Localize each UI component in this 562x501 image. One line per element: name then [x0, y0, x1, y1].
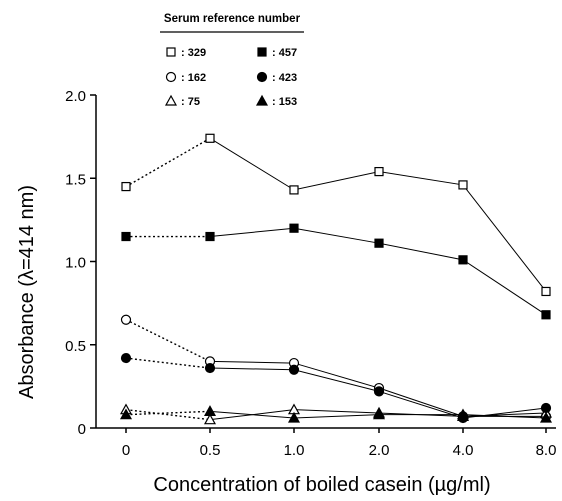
- legend-marker-329: [166, 47, 176, 57]
- point-423: [120, 352, 132, 364]
- y-tick-label: 1.0: [65, 255, 86, 272]
- point-423: [288, 364, 300, 375]
- point-329: [374, 166, 384, 177]
- legend-marker-457: [257, 47, 267, 57]
- legend-title: Serum reference number: [164, 13, 301, 25]
- y-tick-label: 2.0: [65, 88, 86, 105]
- point-457: [541, 310, 551, 320]
- series-lines: [125, 137, 547, 421]
- point-75: [203, 413, 217, 425]
- x-tick-label: 8.0: [536, 442, 557, 459]
- series-329-dotted-segment: [125, 137, 211, 188]
- point-329: [121, 181, 131, 192]
- point-457: [458, 255, 468, 265]
- point-423: [204, 362, 216, 374]
- legend-label-153: : 153: [272, 96, 297, 108]
- legend-marker-423: [256, 71, 268, 83]
- point-423: [373, 386, 385, 397]
- axes: 0 0.5 1.0 1.5 2.0 0 0.5 1.0 2.0 4.0 8.0: [65, 88, 556, 459]
- point-423: [540, 402, 552, 414]
- x-tick-label: 0: [122, 442, 130, 459]
- point-153: [119, 408, 133, 420]
- series-162-dotted-segment: [125, 319, 211, 363]
- point-153: [203, 405, 217, 416]
- point-329: [205, 133, 215, 143]
- series-329-line: [209, 137, 547, 292]
- x-axis-label: Concentration of boiled casein (µg/ml): [153, 474, 490, 496]
- point-153: [287, 411, 301, 423]
- y-tick-label: 0: [78, 421, 86, 438]
- point-457: [205, 231, 215, 242]
- legend-label-75: : 75: [181, 96, 200, 108]
- series-markers: [119, 133, 553, 425]
- point-153: [372, 408, 386, 420]
- legend-label-423: : 423: [272, 72, 297, 84]
- series-153-dotted-segment: [125, 410, 211, 416]
- legend: Serum reference number : 329 : 162 : 75 : 45…: [160, 13, 304, 108]
- point-457: [374, 238, 384, 248]
- y-axis-label: Absorbance (λ=414 nm): [16, 185, 38, 399]
- x-tick-label: 0.5: [200, 442, 221, 459]
- point-457: [121, 231, 131, 242]
- x-tick-label: 4.0: [453, 442, 474, 459]
- point-153: [539, 411, 553, 423]
- y-tick-label: 0.5: [65, 338, 86, 355]
- legend-label-329: : 329: [181, 47, 206, 59]
- x-tick-label: 1.0: [284, 442, 305, 459]
- legend-label-162: : 162: [181, 72, 206, 84]
- legend-marker-153: [255, 94, 269, 106]
- series-75-dotted-segment: [125, 408, 211, 421]
- point-162: [120, 314, 132, 325]
- point-329: [541, 286, 551, 297]
- point-457: [289, 223, 299, 233]
- point-153: [456, 408, 470, 420]
- legend-marker-75: [164, 94, 178, 106]
- y-tick-label: 1.5: [65, 171, 86, 188]
- legend-marker-162: [165, 71, 177, 83]
- legend-label-457: : 457: [272, 47, 297, 59]
- point-329: [289, 185, 299, 195]
- series-423-dotted-segment: [125, 357, 211, 369]
- x-tick-label: 2.0: [369, 442, 390, 459]
- point-329: [458, 180, 468, 190]
